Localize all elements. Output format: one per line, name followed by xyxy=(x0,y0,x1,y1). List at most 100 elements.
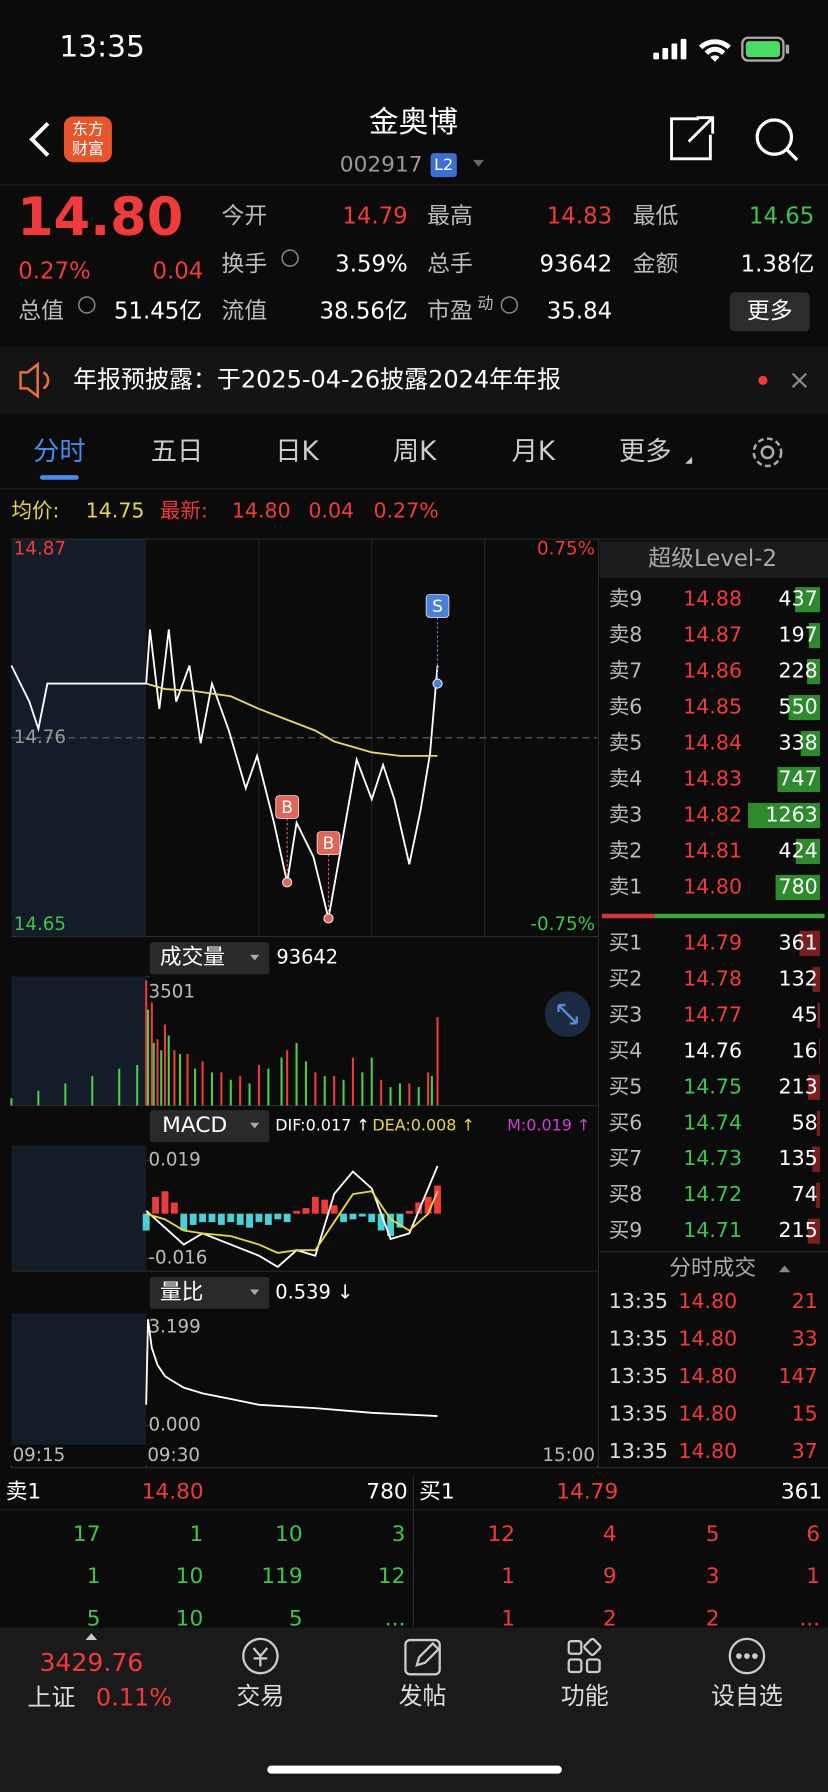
order-price: 14.81 xyxy=(683,838,742,862)
order-price: 14.72 xyxy=(683,1182,742,1206)
order-price: 14.79 xyxy=(683,930,742,954)
caret xyxy=(85,1633,98,1641)
macd-bar xyxy=(340,1213,347,1223)
tab[interactable]: 月K xyxy=(512,437,556,467)
trade-volume: 37 xyxy=(792,1439,818,1463)
queue-volume: 119 xyxy=(261,1564,302,1589)
premarket-shade xyxy=(11,1313,147,1445)
y-tick-label: 3.199 xyxy=(148,1316,200,1337)
share-button[interactable] xyxy=(670,116,715,161)
clock: 13:35 xyxy=(59,30,145,65)
field-value: 14.79 xyxy=(342,204,407,230)
tab[interactable]: 周K xyxy=(393,437,437,467)
macd-selector[interactable] xyxy=(149,1110,270,1143)
volume-bar xyxy=(436,1017,439,1106)
y-tick-label: 3501 xyxy=(148,982,195,1003)
order-price: 14.77 xyxy=(683,1002,742,1026)
close-button[interactable] xyxy=(791,372,808,389)
back-button[interactable] xyxy=(29,121,50,157)
tab[interactable]: 更多 xyxy=(619,437,672,467)
order-level: 买2 xyxy=(609,966,643,990)
index-name[interactable]: 上证 xyxy=(27,1683,75,1711)
level2-header xyxy=(599,541,828,578)
trade-volume: 15 xyxy=(792,1401,818,1425)
change-pct: 0.27% xyxy=(18,258,91,284)
sell-depth-bar xyxy=(795,838,821,865)
avg-value: 14.75 xyxy=(86,499,145,523)
logo-text: 东方 xyxy=(72,120,104,139)
panel-title[interactable]: MACD xyxy=(162,1113,227,1138)
notice-bar[interactable] xyxy=(0,347,828,414)
tab[interactable]: 五日 xyxy=(151,437,204,467)
volume-bar xyxy=(37,1090,40,1106)
book-label: 卖1 xyxy=(6,1480,42,1505)
macd-bar xyxy=(236,1213,244,1225)
order-price: 14.86 xyxy=(683,659,742,683)
dropdown[interactable] xyxy=(472,159,485,167)
macd-bar xyxy=(368,1213,376,1223)
book-volume: 780 xyxy=(366,1480,407,1505)
speaker-icon xyxy=(19,361,50,399)
sell-depth-bar xyxy=(775,874,821,900)
order-price: 14.83 xyxy=(683,767,742,791)
volume-bar xyxy=(304,1061,307,1106)
x-tick-label: 09:15 xyxy=(13,1445,66,1466)
panel-title[interactable]: 量比 xyxy=(160,1280,203,1305)
marker-dot xyxy=(282,877,293,888)
order-level: 买4 xyxy=(609,1038,643,1062)
nav-item[interactable]: 发帖 xyxy=(399,1682,447,1710)
macd-bar xyxy=(424,1196,432,1214)
volume-bar xyxy=(167,1035,170,1106)
volume-bar xyxy=(145,980,148,1106)
nav-item[interactable]: 设自选 xyxy=(711,1682,783,1710)
nav-item[interactable]: 功能 xyxy=(561,1682,609,1710)
more-button[interactable] xyxy=(729,292,810,332)
buy-depth-bar xyxy=(815,1182,821,1208)
premarket-shade xyxy=(11,1145,147,1272)
macd-bar xyxy=(189,1213,197,1225)
series-line xyxy=(10,665,147,733)
settings-button[interactable] xyxy=(752,437,783,468)
buy-depth-bar xyxy=(799,930,821,956)
index-pct[interactable]: 0.11% xyxy=(96,1683,172,1711)
queue-volume: 1 xyxy=(501,1564,515,1589)
tab[interactable]: 日K xyxy=(275,437,319,467)
macd-bar xyxy=(415,1202,423,1214)
more-button-text[interactable]: 更多 xyxy=(747,298,793,324)
sell-depth-bar xyxy=(795,587,821,613)
macd-bar xyxy=(170,1202,178,1214)
queue-volume: 2 xyxy=(603,1607,617,1632)
volume-selector[interactable] xyxy=(149,942,270,975)
index-value[interactable]: 3429.76 xyxy=(39,1648,143,1677)
badge-text: L2 xyxy=(434,155,453,174)
legend-text: M:0.019 ↑ xyxy=(507,1116,590,1135)
order-price: 14.85 xyxy=(683,695,742,719)
ratio-selector[interactable] xyxy=(149,1276,270,1309)
trade-price: 14.80 xyxy=(678,1401,737,1425)
search-button[interactable] xyxy=(755,118,799,162)
order-volume: 1263 xyxy=(765,802,817,826)
macd-bar xyxy=(405,1210,413,1214)
macd-bar xyxy=(142,1213,150,1231)
premarket-shade xyxy=(11,539,147,937)
book-price: 14.80 xyxy=(142,1480,204,1505)
field-label: 金额 xyxy=(633,252,679,278)
order-volume: 361 xyxy=(779,930,818,954)
volume-bar xyxy=(173,1050,176,1106)
order-volume: 215 xyxy=(779,1218,818,1242)
macd-bar xyxy=(227,1213,235,1223)
change: 0.04 xyxy=(152,258,203,284)
panel-title[interactable]: 成交量 xyxy=(160,945,225,970)
tab[interactable]: 分时 xyxy=(33,437,86,467)
last-price: 14.80 xyxy=(17,187,183,248)
nav-item[interactable]: 交易 xyxy=(236,1682,284,1710)
level2-title: 超级Level-2 xyxy=(648,546,777,572)
caret xyxy=(778,1265,791,1273)
trade-price: 14.80 xyxy=(678,1439,737,1463)
latest-value: 14.80 xyxy=(232,499,291,523)
expand-button[interactable] xyxy=(544,991,591,1038)
volume-bar xyxy=(118,1068,121,1106)
info-icon xyxy=(78,296,96,314)
